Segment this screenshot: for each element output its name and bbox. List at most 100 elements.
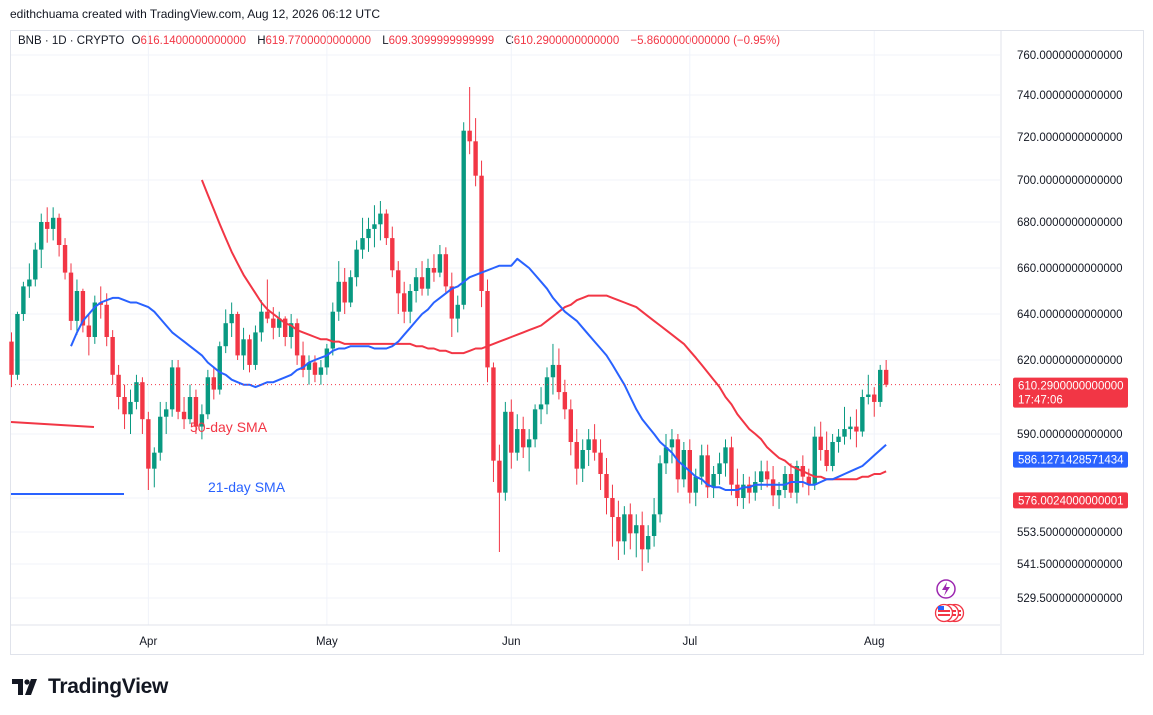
candle-body	[473, 141, 478, 176]
y-axis-tick-label: 553.5000000000000	[1017, 527, 1123, 539]
brand-name: TradingView	[48, 675, 169, 698]
candle-body	[62, 245, 68, 273]
candle-body	[407, 291, 413, 312]
candle-body	[610, 498, 615, 518]
y-axis-tick-label: 680.0000000000000	[1017, 217, 1123, 229]
candle-body	[782, 474, 788, 490]
candle-body	[336, 281, 341, 312]
candle-body	[883, 369, 889, 385]
candle-body	[812, 436, 817, 485]
candle-body	[788, 474, 794, 493]
candle-body	[175, 367, 181, 412]
candle-body	[92, 302, 97, 337]
candle-body	[9, 341, 14, 375]
candle-body	[134, 382, 139, 402]
candle-body	[574, 442, 579, 469]
candle-body	[586, 439, 591, 450]
candle-body	[116, 374, 121, 397]
candle-body	[538, 404, 544, 410]
candle-body	[497, 460, 502, 493]
candle-body	[241, 339, 246, 356]
candle-body	[366, 228, 371, 239]
candle-body	[193, 397, 199, 427]
candle-body	[300, 355, 306, 370]
y-axis-tick-label: 620.0000000000000	[1017, 355, 1123, 367]
candle-body	[294, 323, 300, 356]
candle-body	[39, 222, 44, 250]
candle-body	[556, 364, 562, 393]
candle-body	[747, 484, 752, 493]
change-value: −5.8600000000000 (−0.95%)	[630, 35, 781, 47]
candle-body	[622, 514, 627, 542]
candle-body	[288, 323, 294, 337]
last-price-tag-text: 610.2900000000000	[1018, 381, 1124, 393]
candle-body	[378, 213, 383, 225]
candle-body	[187, 397, 193, 420]
candle-body	[580, 450, 585, 469]
candle-body	[74, 291, 80, 321]
symbol-label: BNB · 1D · CRYPTO	[18, 35, 125, 47]
x-axis-tick-label: May	[316, 636, 338, 648]
candle-body	[348, 277, 353, 303]
candle-body	[526, 439, 532, 448]
candle-body	[449, 286, 454, 319]
candle-body	[699, 455, 704, 477]
candle-body	[645, 536, 651, 550]
x-axis-tick-label: Aug	[864, 636, 884, 648]
candle-body	[146, 419, 151, 469]
y-axis-tick-label: 640.0000000000000	[1017, 309, 1123, 321]
candle-body	[479, 175, 484, 291]
last-price-tag: 610.2900000000000 17:47:06	[1013, 377, 1128, 408]
last-price-tag-bg	[1013, 377, 1128, 408]
flag-canton	[938, 606, 944, 610]
candle-body	[705, 455, 710, 488]
chart-attribution: edithchuama created with TradingView.com…	[10, 7, 381, 21]
candle-body	[729, 447, 734, 485]
candle-body	[544, 377, 550, 405]
sma50-price-tag-bg	[1013, 492, 1128, 509]
sma50-price-tag-text: 576.0024000000001	[1018, 495, 1124, 507]
candle-body	[866, 394, 871, 397]
sma21-line	[70, 257, 887, 491]
candle-body	[413, 277, 419, 291]
candle-body	[354, 249, 359, 278]
sma21-price-tag: 586.1271428571434	[1013, 451, 1128, 468]
candle-body	[770, 479, 776, 496]
candle-body	[27, 279, 32, 287]
candle-body	[384, 213, 389, 239]
candle-body	[550, 364, 556, 378]
high-value: H619.7700000000000	[257, 35, 372, 47]
candle-body	[306, 362, 312, 370]
candle-body	[110, 337, 115, 375]
candle-body	[169, 367, 175, 410]
candle-body	[205, 377, 211, 415]
ohlc-legend: BNB · 1D · CRYPTO O616.1400000000000 H61…	[18, 35, 784, 47]
candle-body	[776, 490, 782, 496]
candle-body	[485, 291, 490, 368]
candle-body	[50, 217, 56, 229]
candle-body	[592, 439, 597, 453]
candle-body	[794, 466, 800, 493]
candle-body	[711, 474, 716, 488]
candle-body	[848, 426, 853, 430]
candle-body	[235, 314, 240, 356]
candle-body	[68, 272, 74, 321]
candle-body	[342, 281, 347, 303]
event-flash-icon	[936, 579, 956, 599]
candle-body	[247, 339, 252, 365]
candle-body	[723, 447, 728, 464]
candle-body	[259, 311, 264, 333]
candle-body	[842, 429, 847, 437]
candle-body	[503, 411, 508, 493]
sma21-price-tag-bg	[1013, 451, 1128, 468]
candle-body	[360, 238, 365, 250]
sma50-price-tag: 576.0024000000001	[1013, 492, 1128, 509]
candle-body	[491, 367, 496, 461]
candle-body	[15, 314, 20, 375]
y-axis-tick-label: 660.0000000000000	[1017, 263, 1123, 275]
candle-body	[836, 436, 841, 442]
candle-body	[461, 130, 466, 305]
candle-body	[467, 130, 472, 142]
candle-body	[122, 397, 127, 415]
